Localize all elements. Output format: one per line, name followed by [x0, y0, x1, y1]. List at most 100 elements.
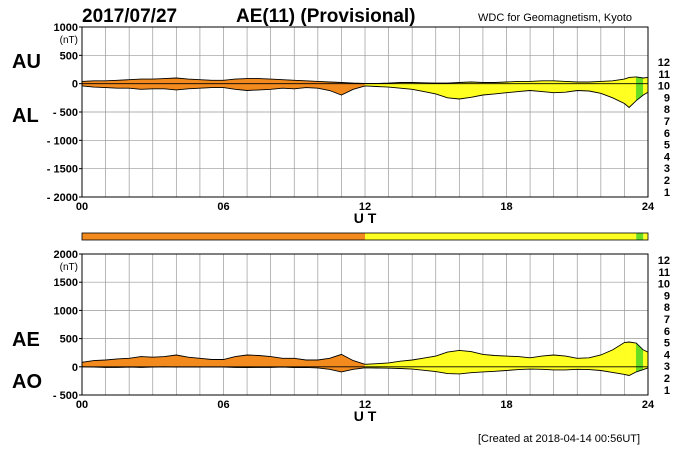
ae-ao-fill-slab [470, 351, 484, 373]
ae-ao-legend-level: 7 [664, 314, 670, 326]
ae-ao-fill-slab [117, 358, 130, 368]
ae-ao-fill-slab [624, 341, 630, 376]
ae-ao-fill-slab [600, 349, 613, 373]
au-al-legend-level: 9 [664, 92, 670, 104]
ae-ao-fill-slab [518, 356, 531, 370]
au-al-fill-slab [93, 80, 106, 88]
ae-ao-fill-slab [187, 356, 201, 368]
ae-ao-ytick-label: 2000 [54, 249, 78, 261]
ae-ao-legend-level: 3 [664, 361, 670, 373]
au-al-fill-slab [518, 81, 531, 92]
ae-ao-fill-slab [553, 354, 566, 371]
ae-ao-fill-slab [482, 354, 495, 373]
ae-ao-fill-slab [577, 357, 590, 370]
ae-ao-legend-level: 8 [664, 302, 670, 314]
activity-bar [81, 232, 649, 241]
au-al-fill-slab [459, 81, 472, 100]
ae-ao-fill-slab [258, 355, 271, 368]
activity-bar-segment [365, 233, 637, 240]
ae-ao-ytick-label: 0 [72, 362, 78, 374]
label-al: AL [12, 105, 39, 127]
ae-ao-fill-slab [447, 350, 460, 375]
ae-ao-fill-slab [152, 356, 165, 368]
au-al-legend-level: 5 [664, 140, 670, 152]
ae-ao-fill-slab [423, 355, 436, 372]
ae-ao-fill-slab [529, 355, 543, 370]
created-stamp: [Created at 2018-04-14 00:56UT] [478, 433, 640, 445]
au-al-fill-slab [140, 78, 153, 90]
au-al-ytick-label: 500 [60, 50, 78, 62]
ae-ao-xtick-label: 00 [76, 399, 88, 411]
au-al-legend-level: 4 [664, 151, 671, 163]
au-al-xtick-label: 12 [359, 201, 371, 213]
au-al-fill-slab [624, 77, 630, 109]
label-au: AU [12, 51, 41, 73]
au-al-fill-slab [541, 80, 554, 94]
ae-ao-frame [81, 253, 649, 396]
au-al-fill-slab [628, 76, 637, 109]
ae-ao-fill-slab [246, 354, 260, 368]
au-al-fill-slab [270, 78, 283, 90]
ae-ao-ytick-label: 1500 [54, 277, 78, 289]
au-al-fill-slab [282, 79, 295, 90]
ae-ao-fill-slab [282, 358, 295, 368]
au-al-legend-level: 6 [664, 128, 670, 140]
au-al-fill-slab [105, 80, 118, 89]
au-al-fill-slab [447, 82, 460, 100]
ae-ao-fill-slab [140, 356, 153, 368]
ae-ao-fill-slab [635, 342, 644, 373]
ae-ao-fill-slab [541, 354, 554, 371]
ae-ao-fill-slab [459, 350, 472, 375]
ae-ao-legend-level: 12 [658, 255, 670, 267]
au-al-fill-slab [529, 80, 543, 92]
au-al-xtick-label: 18 [500, 201, 512, 213]
au-al-fill-slab [612, 78, 625, 104]
chart-title: AE(11) (Provisional) [236, 6, 416, 27]
ae-ao-ytick-label: 1000 [54, 305, 78, 317]
au-al-ytick-label: - 2000 [47, 192, 78, 204]
au-al-xtick-label: 06 [217, 201, 229, 213]
au-al-legend-level: 8 [664, 104, 670, 116]
au-al-fill-slab [235, 78, 248, 91]
ae-ao-xlabel: U T [354, 408, 377, 424]
au-al-ytick-label: - 1000 [47, 135, 78, 147]
au-al-fill-slab [128, 78, 142, 90]
au-al-unit: (nT) [60, 35, 78, 46]
ae-ao-legend-level: 5 [664, 338, 670, 350]
au-al-legend-level: 10 [658, 81, 670, 93]
au-al-fill-slab [635, 76, 644, 102]
au-al-xtick-label: 00 [76, 201, 88, 213]
ae-ao-legend-level: 6 [664, 326, 670, 338]
ae-ao-ae-line [81, 341, 649, 365]
activity-bar-frame [81, 232, 649, 241]
ae-ao-fill-slab [628, 341, 637, 376]
ae-ao-ytick-label: 500 [60, 334, 78, 346]
ae-ao-xtick-label: 12 [359, 399, 371, 411]
au-al-ytick-label: 1000 [54, 22, 78, 34]
ae-ao-fill-slab [612, 342, 625, 375]
au-al-legend-level: 11 [658, 69, 670, 81]
activity-bar-segment [643, 233, 648, 240]
ae-ao-fill-slab [506, 355, 519, 371]
label-ae: AE [12, 329, 40, 351]
ae-ao-xtick-label: 06 [217, 399, 229, 411]
au-al-ytick-label: 0 [72, 79, 78, 91]
ae-ao-legend-level: 4 [664, 349, 671, 361]
au-al-fill-slab [305, 80, 319, 89]
activity-bar-segment [636, 233, 644, 240]
ae-ao-legend-level: 9 [664, 290, 670, 302]
ae-ao-fill-slab [93, 359, 106, 368]
ae-ao-ytick-label: - 500 [53, 390, 78, 402]
ae-ao-legend-level: 11 [658, 267, 670, 279]
au-al-legend-level: 3 [664, 163, 670, 175]
chart-date: 2017/07/27 [82, 6, 177, 27]
chart-source: WDC for Geomagnetism, Kyoto [478, 12, 632, 24]
au-al-legend-level: 7 [664, 116, 670, 128]
au-al-xtick-label: 24 [642, 201, 655, 213]
ae-ao-legend-level: 1 [664, 385, 670, 397]
label-ao: AO [12, 371, 42, 393]
au-al-xlabel: U T [354, 210, 377, 226]
au-al-legend-level: 2 [664, 175, 670, 187]
activity-bar-segment [82, 233, 365, 240]
